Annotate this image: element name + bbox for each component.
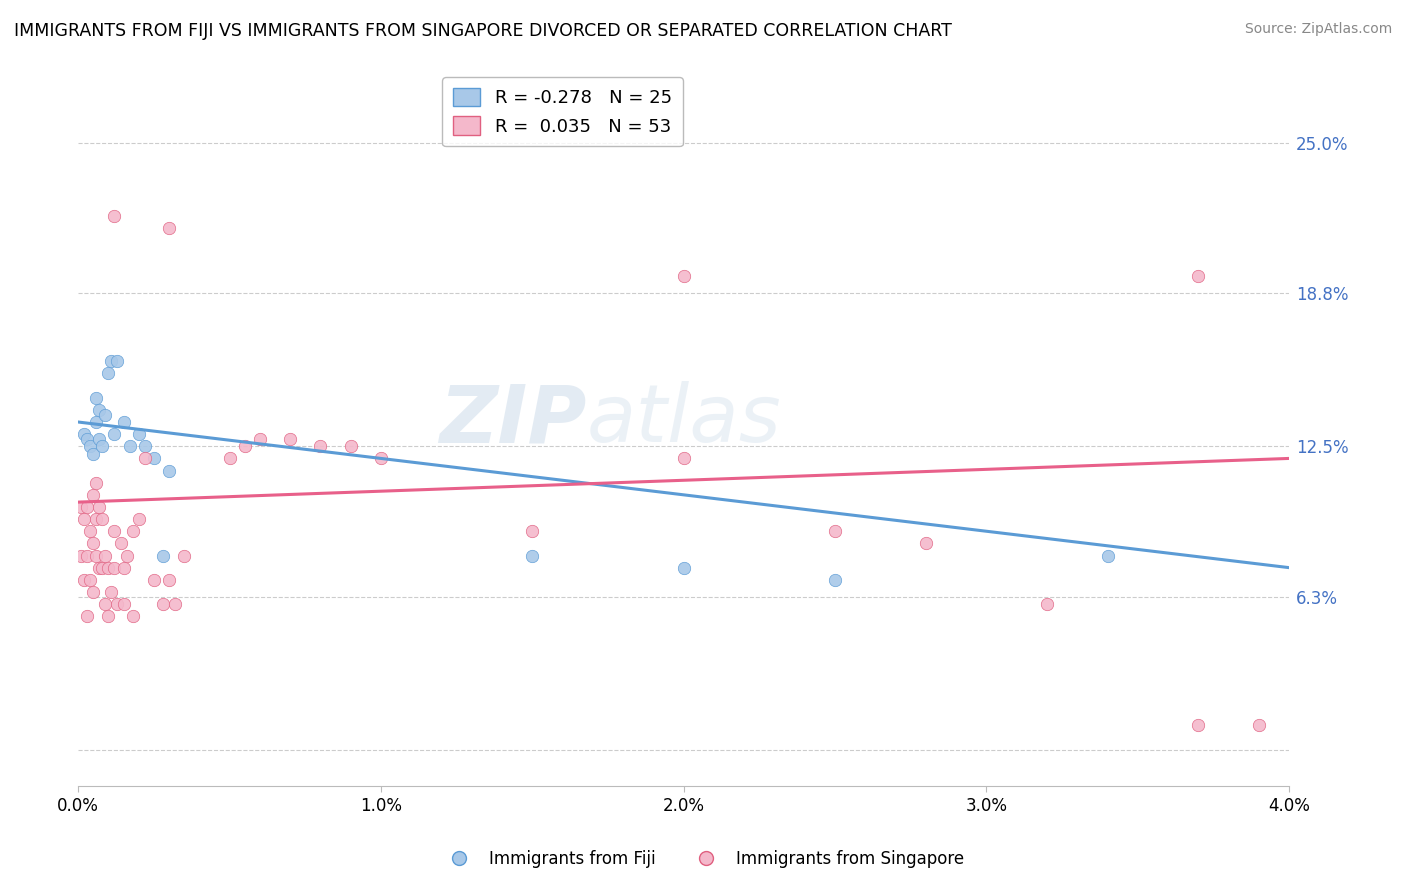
Point [97, 609, 120, 624]
Point [82, 446, 104, 460]
Point [89, 432, 111, 446]
Point [121, 524, 143, 539]
Point [97, 367, 120, 381]
Point [84, 475, 107, 490]
Point [84, 391, 107, 405]
Text: Source: ZipAtlas.com: Source: ZipAtlas.com [1244, 22, 1392, 37]
Point [89, 402, 111, 417]
Point [82, 585, 104, 599]
Point [121, 609, 143, 624]
Point [1036, 597, 1059, 611]
Point [82, 536, 104, 550]
Point [218, 451, 240, 466]
Point [70, 500, 93, 514]
Text: ZIP: ZIP [440, 381, 586, 459]
Point [76, 609, 98, 624]
Point [97, 560, 120, 574]
Point [76, 432, 98, 446]
Point [249, 432, 271, 446]
Point [309, 439, 332, 453]
Text: atlas: atlas [586, 381, 782, 459]
Point [173, 549, 195, 563]
Point [84, 415, 107, 429]
Point [824, 524, 846, 539]
Point [157, 220, 180, 235]
Point [1187, 718, 1209, 732]
Point [672, 269, 695, 284]
Point [112, 415, 135, 429]
Point [91, 439, 114, 453]
Point [79, 439, 101, 453]
Point [157, 464, 180, 478]
Legend: Immigrants from Fiji, Immigrants from Singapore: Immigrants from Fiji, Immigrants from Si… [436, 844, 970, 875]
Point [79, 573, 101, 587]
Point [73, 512, 96, 526]
Point [73, 427, 96, 442]
Point [76, 549, 98, 563]
Point [157, 573, 180, 587]
Point [112, 597, 135, 611]
Point [89, 560, 111, 574]
Point [73, 573, 96, 587]
Point [91, 512, 114, 526]
Point [112, 560, 135, 574]
Point [94, 597, 117, 611]
Point [94, 408, 117, 422]
Point [103, 524, 125, 539]
Point [370, 451, 392, 466]
Point [152, 597, 174, 611]
Point [103, 209, 125, 223]
Point [76, 500, 98, 514]
Point [79, 524, 101, 539]
Point [1247, 718, 1270, 732]
Point [84, 512, 107, 526]
Text: IMMIGRANTS FROM FIJI VS IMMIGRANTS FROM SINGAPORE DIVORCED OR SEPARATED CORRELAT: IMMIGRANTS FROM FIJI VS IMMIGRANTS FROM … [14, 22, 952, 40]
Point [163, 597, 186, 611]
Point [522, 549, 544, 563]
Point [128, 512, 150, 526]
Point [89, 14, 111, 29]
Point [672, 560, 695, 574]
Point [100, 354, 122, 368]
Point [142, 573, 165, 587]
Point [107, 597, 129, 611]
Point [915, 536, 938, 550]
Point [522, 524, 544, 539]
Point [89, 500, 111, 514]
Point [152, 549, 174, 563]
Point [100, 585, 122, 599]
Point [339, 439, 361, 453]
Point [115, 549, 138, 563]
Point [824, 573, 846, 587]
Point [94, 549, 117, 563]
Point [1187, 269, 1209, 284]
Point [91, 560, 114, 574]
Point [70, 549, 93, 563]
Point [1097, 549, 1119, 563]
Point [84, 549, 107, 563]
Legend: R = -0.278   N = 25, R =  0.035   N = 53: R = -0.278 N = 25, R = 0.035 N = 53 [443, 77, 683, 146]
Point [118, 439, 141, 453]
Point [278, 432, 301, 446]
Point [110, 536, 132, 550]
Point [142, 451, 165, 466]
Point [134, 451, 156, 466]
Point [82, 488, 104, 502]
Point [107, 354, 129, 368]
Point [672, 451, 695, 466]
Point [134, 439, 156, 453]
Point [233, 439, 256, 453]
Point [103, 427, 125, 442]
Point [128, 427, 150, 442]
Point [103, 560, 125, 574]
